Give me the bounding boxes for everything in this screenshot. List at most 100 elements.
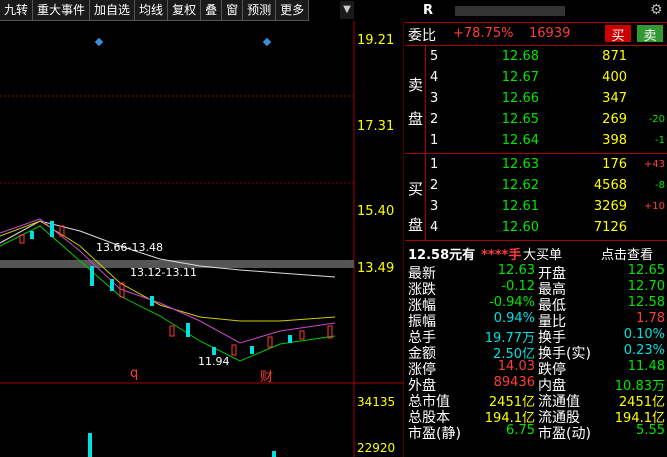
price: 12.65	[501, 112, 539, 127]
side-label: 盘	[408, 216, 424, 234]
big-order-price: 12.58元有 ****手	[408, 244, 521, 263]
stat-label: 振幅	[408, 314, 436, 330]
ratio-value: +78.75%	[453, 26, 514, 41]
stat-value: 194.1亿	[614, 411, 665, 426]
level: 3	[430, 199, 439, 214]
stat-label: 总市值	[408, 394, 450, 410]
price: 12.67	[501, 70, 539, 85]
toolbar-button[interactable]: 叠	[201, 0, 223, 20]
side-label: 买	[408, 180, 424, 198]
stat-label: 涨跌	[408, 282, 436, 298]
stat-value: 2.50亿	[493, 347, 535, 362]
ratio-diff: 16939	[529, 26, 571, 41]
volume: 176	[602, 157, 627, 172]
stat-value: 12.70	[627, 279, 665, 294]
price-label: 15.40	[357, 204, 395, 219]
stat-label: 最高	[538, 282, 566, 298]
stat-value: 89436	[493, 375, 535, 390]
toolbar-button[interactable]: 重大事件	[33, 0, 91, 20]
side-label: 盘	[408, 110, 424, 128]
stat-value: 5.55	[636, 423, 665, 438]
change: -8	[655, 180, 665, 191]
stat-value: 11.48	[627, 359, 665, 374]
ratio-label: 委比	[408, 28, 436, 44]
settings-icon[interactable]: ⚙	[650, 2, 663, 18]
level: 3	[430, 91, 439, 106]
stat-value: -0.12	[501, 279, 535, 294]
candles-down	[30, 221, 292, 457]
big-order-qty: ****手	[481, 248, 522, 263]
stat-label: 总手	[408, 330, 436, 346]
event-marker	[94, 37, 104, 47]
volume: 871	[602, 49, 627, 64]
stat-label: 金额	[408, 346, 436, 362]
stat-value: 19.77万	[484, 331, 535, 346]
ma-line	[0, 225, 336, 362]
volume-label: 34135	[357, 395, 396, 409]
big-order-link[interactable]: 点击查看	[601, 248, 654, 263]
toolbar-button[interactable]: 更多	[276, 0, 310, 20]
price: 12.63	[501, 157, 539, 172]
buy-button[interactable]: 买	[605, 25, 631, 44]
stat-value: 14.03	[497, 359, 535, 374]
stat-label: 外盘	[408, 378, 436, 394]
level: 4	[430, 70, 439, 85]
stat-value: 0.10%	[623, 327, 665, 342]
toolbar-button[interactable]: 复权	[168, 0, 202, 20]
price-label: 17.31	[357, 119, 395, 134]
toolbar-button[interactable]: 加自选	[90, 0, 136, 20]
divider	[405, 240, 667, 241]
dropdown-arrow[interactable]: ▼	[340, 1, 354, 19]
quote-panel: R 委比 +78.75% 16939 买 卖 卖 盘 买 盘 12.58元有 **…	[405, 0, 667, 457]
change: +43	[643, 159, 665, 170]
stat-value: 12.58	[627, 295, 665, 310]
sell-button[interactable]: 卖	[637, 25, 663, 44]
stat-value: 0.94%	[493, 311, 535, 326]
divider	[425, 46, 426, 240]
stat-value: 6.75	[506, 423, 535, 438]
toolbar-button[interactable]: 窗	[222, 0, 244, 20]
price: 12.62	[501, 178, 539, 193]
price-label: 13.49	[357, 261, 395, 276]
toolbar-button[interactable]: 预测	[243, 0, 277, 20]
change: -20	[648, 114, 665, 125]
stat-value: 12.63	[497, 263, 535, 278]
volume: 347	[602, 91, 627, 106]
stat-label: 总股本	[408, 410, 450, 426]
stat-label: 最低	[538, 298, 566, 314]
divider	[405, 153, 667, 154]
range-annotation: 13.12-13.11	[130, 266, 197, 279]
price: 12.64	[501, 133, 539, 148]
stat-value: 1.78	[636, 311, 665, 326]
level: 2	[430, 112, 439, 127]
stat-value: -0.94%	[489, 295, 535, 310]
toolbar-button[interactable]: 均线	[135, 0, 169, 20]
stat-value: 0.23%	[623, 343, 665, 358]
blurred-name	[455, 6, 565, 16]
stat-value: 12.65	[627, 263, 665, 278]
stat-label: 最新	[408, 266, 436, 282]
stat-label: 跌停	[538, 362, 566, 378]
low-annotation: 11.94	[198, 355, 230, 368]
volume: 400	[602, 70, 627, 85]
toolbar-button[interactable]: 九转	[0, 0, 34, 20]
stat-label: 量比	[538, 314, 566, 330]
stock-code: R	[423, 3, 434, 18]
stat-value: 2451亿	[618, 395, 665, 410]
volume: 3269	[593, 199, 627, 214]
price-label: 19.21	[357, 33, 395, 48]
stat-label: 换手	[538, 330, 566, 346]
price: 12.61	[501, 199, 539, 214]
level: 1	[430, 133, 439, 148]
range-annotation: 13.66-13.48	[96, 241, 163, 254]
kline-chart	[0, 21, 404, 457]
level: 5	[430, 49, 439, 64]
stat-value: 10.83万	[614, 379, 665, 394]
toolbar: 九转 重大事件 加自选 均线 复权叠窗预测 更多	[0, 0, 310, 21]
change: +10	[643, 201, 665, 212]
change: -1	[655, 135, 665, 146]
stat-value: 2451亿	[488, 395, 535, 410]
event-marker	[262, 37, 272, 47]
volume: 7126	[593, 220, 627, 235]
